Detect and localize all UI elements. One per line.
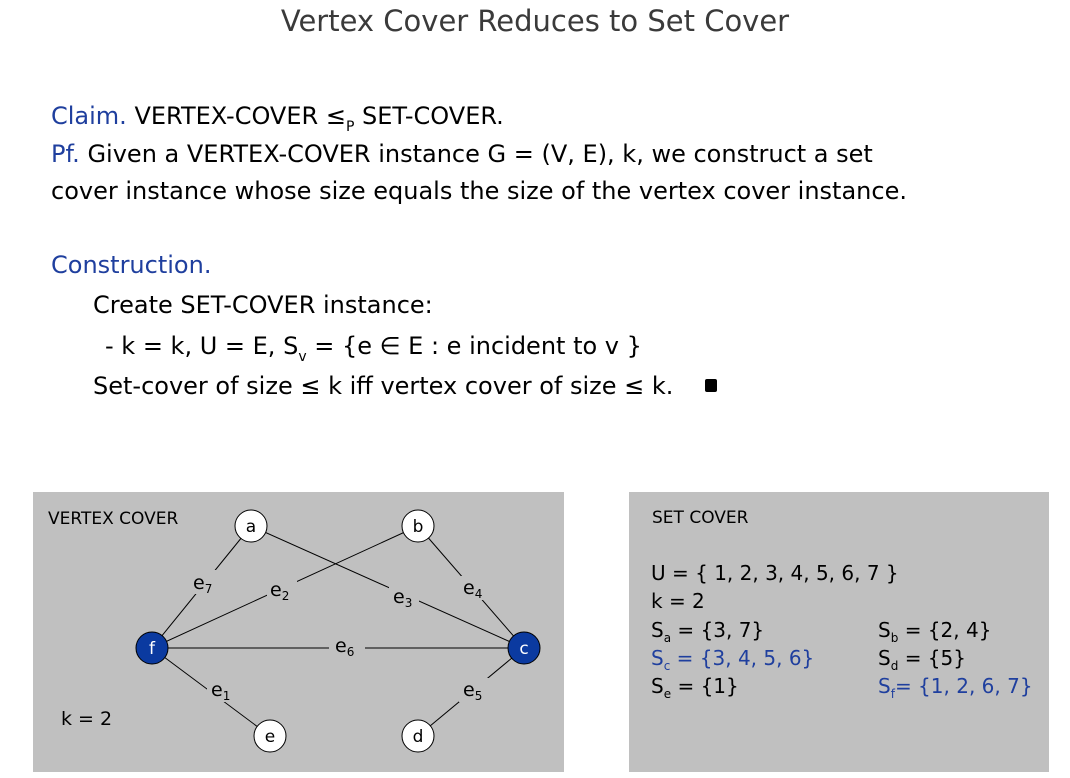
slide-title: Vertex Cover Reduces to Set Cover: [280, 4, 790, 38]
node-c: c: [507, 631, 541, 665]
proof-label: Pf.: [51, 140, 80, 168]
edge-e4-label-bg: [459, 576, 489, 600]
proof-line-2: cover instance whose size equals the siz…: [51, 177, 907, 205]
vertex-cover-panel: VERTEX COVER e7 e2 e3 e4 e6 e1 e5 a: [33, 492, 564, 772]
set-sc: Sc = {3, 4, 5, 6}: [651, 646, 815, 673]
node-f: f: [135, 631, 169, 665]
edge-e6-label-bg: [329, 634, 365, 658]
edge-e1-label: e1: [211, 679, 230, 703]
definition-suffix: = {e ∈ E : e incident to v }: [306, 332, 642, 360]
edge-e3: [250, 525, 525, 649]
svg-text:d: d: [413, 727, 424, 747]
claim-relation-sub: P: [345, 119, 355, 135]
set-sf: Sf= {1, 2, 6, 7}: [878, 674, 1033, 701]
set-se: Se = {1}: [651, 674, 739, 701]
edge-e1-label-bg: [207, 678, 237, 702]
construction-label: Construction.: [51, 251, 212, 279]
node-d: d: [401, 719, 435, 753]
vertex-cover-heading: VERTEX COVER: [48, 509, 179, 529]
edge-e2-label: e2: [270, 579, 289, 603]
edge-e5-label: e5: [463, 679, 482, 703]
svg-text:f: f: [149, 639, 156, 659]
edge-e5-label-bg: [459, 678, 489, 702]
edge-e7-label: e7: [193, 572, 212, 596]
edge-e7-label-bg: [191, 570, 219, 594]
edge-e3-label-bg: [389, 585, 419, 609]
qed-square-icon: [705, 379, 718, 392]
construction-definition: - k = k, U = E, Sv = {e ∈ E : e incident…: [105, 332, 642, 365]
vertex-cover-graph: e7 e2 e3 e4 e6 e1 e5 a b c d e f: [135, 509, 541, 753]
node-e: e: [253, 719, 287, 753]
construction-create: Create SET-COVER instance:: [93, 291, 433, 319]
proof-text-1: Given a VERTEX-COVER instance G = (V, E)…: [87, 140, 873, 168]
set-cover-panel: SET COVER U = { 1, 2, 3, 4, 5, 6, 7 } k …: [629, 492, 1049, 772]
definition-prefix: - k = k, U = E, S: [105, 332, 299, 360]
proof-line-1: Pf. Given a VERTEX-COVER instance G = (V…: [51, 140, 873, 168]
edge-e3-label: e3: [393, 586, 412, 610]
construction-iff: Set-cover of size ≤ k iff vertex cover o…: [93, 372, 718, 400]
definition-sub: v: [298, 349, 307, 365]
iff-text: Set-cover of size ≤ k iff vertex cover o…: [93, 372, 674, 400]
universe-line: U = { 1, 2, 3, 4, 5, 6, 7 }: [651, 561, 899, 585]
edge-e6-label: e6: [335, 635, 354, 659]
svg-text:e: e: [265, 727, 275, 747]
claim-label: Claim.: [51, 102, 127, 130]
node-b: b: [401, 509, 435, 543]
set-cover-k: k = 2: [651, 589, 705, 613]
svg-text:c: c: [519, 639, 528, 659]
claim-relation: ≤: [325, 102, 346, 130]
claim-line: Claim. VERTEX-COVER ≤P SET-COVER.: [51, 102, 504, 135]
svg-text:a: a: [246, 517, 256, 537]
set-sd: Sd = {5}: [878, 646, 966, 673]
edge-e2-label-bg: [267, 578, 297, 602]
node-a: a: [234, 509, 268, 543]
claim-lhs: VERTEX-COVER: [134, 102, 319, 130]
set-sa: Sa = {3, 7}: [651, 618, 765, 645]
set-cover-heading: SET COVER: [652, 508, 749, 528]
claim-rhs: SET-COVER.: [362, 102, 504, 130]
set-sb: Sb = {2, 4}: [878, 618, 992, 645]
svg-text:b: b: [413, 517, 424, 537]
k-label: k = 2: [61, 708, 113, 730]
edge-e4-label: e4: [463, 577, 482, 601]
